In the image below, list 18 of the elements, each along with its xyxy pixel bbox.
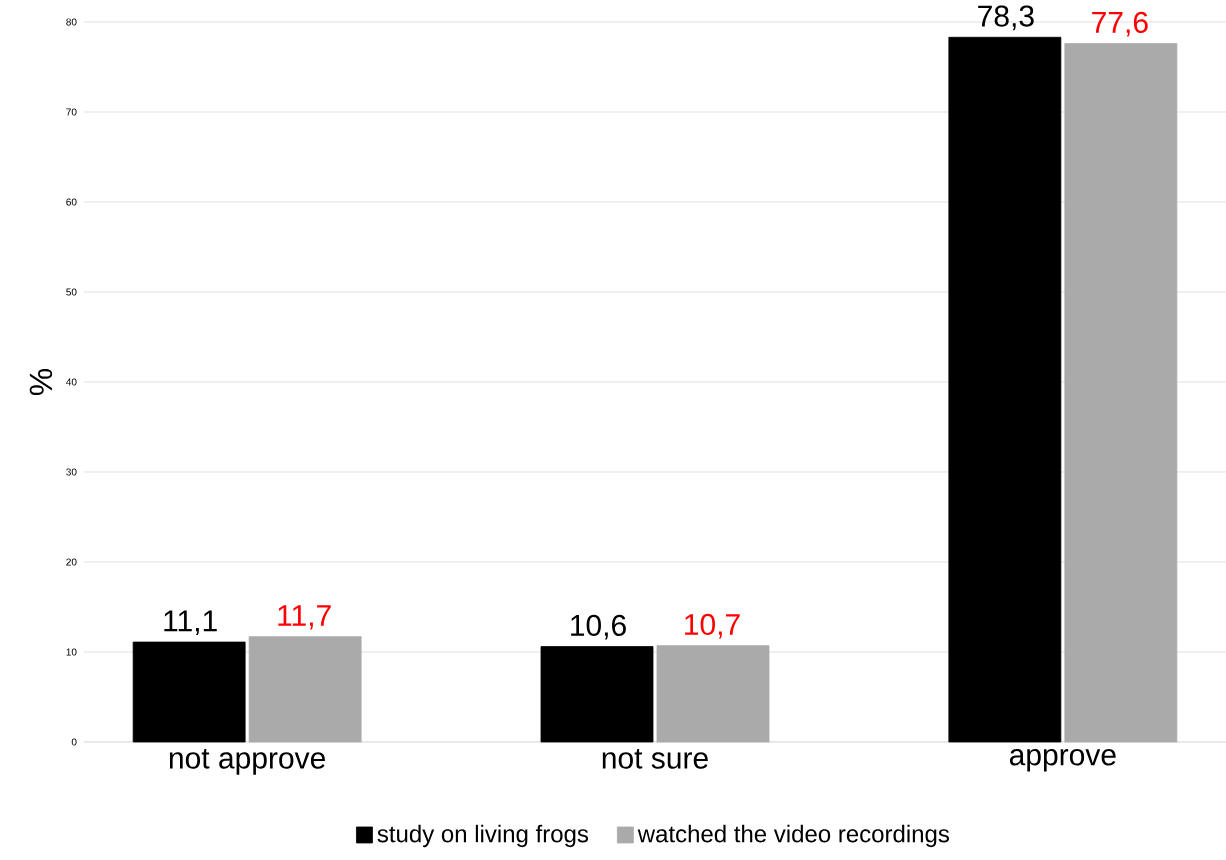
bar — [132, 641, 246, 743]
bar — [656, 645, 770, 743]
legend-label: watched the video recordings — [637, 824, 950, 848]
data-label: 10,7 — [685, 613, 740, 639]
x-tick-label: approve — [1009, 749, 1116, 772]
data-label: 11,1 — [164, 610, 217, 635]
data-label: 11,7 — [278, 605, 331, 630]
bar — [948, 36, 1062, 743]
legend-label: study on living frogs — [377, 824, 589, 848]
data-label: 78,3 — [978, 5, 1034, 31]
x-tick-label: not approve — [169, 749, 325, 775]
data-label: 77,6 — [1092, 11, 1148, 37]
bar — [1064, 43, 1178, 743]
y-axis-title: % — [29, 368, 53, 396]
bar — [540, 646, 654, 743]
bar — [248, 636, 362, 743]
data-label: 10,6 — [571, 614, 626, 640]
x-tick-label: not sure — [602, 749, 708, 769]
